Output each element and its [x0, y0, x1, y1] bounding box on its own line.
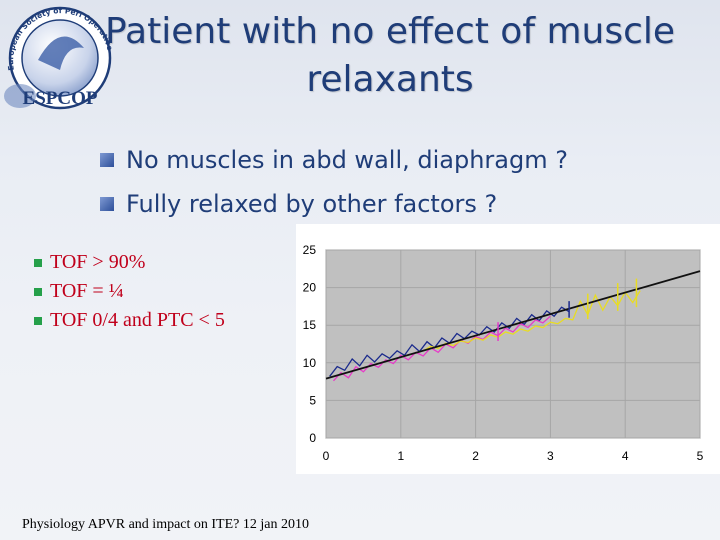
title-line-2: relaxants: [306, 59, 474, 100]
y-tick-label: 20: [303, 281, 317, 295]
y-tick-label: 10: [303, 356, 317, 370]
tof-text: TOF > 90%: [50, 251, 146, 273]
green-square-icon: [34, 316, 42, 325]
tof-item: TOF = ¼: [34, 277, 294, 306]
y-tick-label: 25: [303, 243, 317, 257]
series-trace-yellow: [422, 290, 641, 352]
x-tick-label: 2: [472, 449, 479, 463]
series-trend-line: [325, 270, 701, 380]
y-tick-label: 5: [309, 393, 316, 407]
bullet-item: No muscles in abd wall, diaphragm ?: [100, 138, 700, 182]
y-tick-label: 15: [303, 318, 317, 332]
tof-text: TOF 0/4 and PTC < 5: [50, 309, 225, 331]
x-tick-label: 5: [697, 449, 704, 463]
y-tick-label: 0: [309, 431, 316, 445]
slide-footer: Physiology APVR and impact on ITE? 12 ja…: [22, 517, 309, 532]
espcop-logo: European Society of Peri Operative Care …: [0, 0, 120, 112]
bullet-text: No muscles in abd wall, diaphragm ?: [126, 146, 568, 174]
x-tick-label: 0: [323, 449, 330, 463]
x-tick-label: 3: [547, 449, 554, 463]
bullet-square-icon: [100, 197, 114, 211]
series-trace-pink: [333, 315, 551, 382]
tof-list: TOF > 90% TOF = ¼ TOF 0/4 and PTC < 5: [34, 248, 294, 335]
x-tick-label: 4: [622, 449, 629, 463]
green-square-icon: [34, 287, 42, 296]
logo-name: ESPCOP: [23, 88, 98, 109]
tof-item: TOF 0/4 and PTC < 5: [34, 306, 294, 335]
chart: 0 5 10 15 20 25 0 1 2 3 4 5: [296, 224, 720, 474]
slide-title: Patient with no effect of muscle relaxan…: [100, 8, 680, 104]
bullet-square-icon: [100, 153, 114, 167]
title-line-1: Patient with no effect of muscle: [104, 11, 676, 52]
chart-svg: 0 5 10 15 20 25 0 1 2 3 4 5: [303, 243, 704, 463]
x-tick-label: 1: [397, 449, 404, 463]
plot-area: [325, 249, 701, 439]
bullet-item: Fully relaxed by other factors ?: [100, 182, 700, 226]
bullet-list: No muscles in abd wall, diaphragm ? Full…: [100, 138, 700, 226]
green-square-icon: [34, 258, 42, 267]
tof-text: TOF = ¼: [50, 280, 124, 302]
bullet-text: Fully relaxed by other factors ?: [126, 190, 498, 218]
tof-item: TOF > 90%: [34, 248, 294, 277]
